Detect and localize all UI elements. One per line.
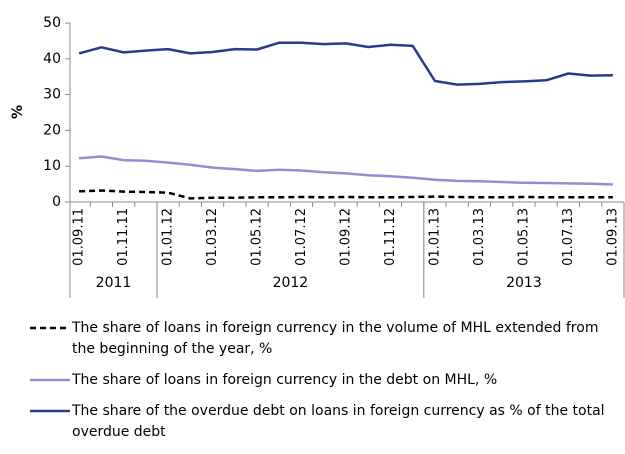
legend-item: The share of loans in foreign currency i… bbox=[28, 318, 623, 360]
legend-swatch bbox=[30, 409, 70, 413]
legend-item: The share of the overdue debt on loans i… bbox=[28, 401, 623, 443]
y-axis-label: % bbox=[10, 105, 26, 119]
x-tick-label: 01.07.12 bbox=[294, 208, 309, 266]
legend-label: The share of loans in foreign currency i… bbox=[72, 320, 599, 357]
chart: % 0 10 20 30 40 50 01.09.11 01.11.11 01.01.12 01.… bbox=[10, 15, 625, 298]
y-tick-label: 50 bbox=[43, 15, 61, 31]
year-label: 2011 bbox=[96, 275, 132, 291]
x-tick-label: 01.05.13 bbox=[516, 208, 531, 266]
x-tick-label: 01.11.11 bbox=[116, 208, 131, 266]
year-label: 2012 bbox=[273, 275, 309, 291]
x-tick-label: 01.11.12 bbox=[383, 208, 398, 266]
x-tick-label: 01.03.13 bbox=[472, 208, 487, 266]
legend-item: The share of loans in foreign currency i… bbox=[28, 370, 623, 391]
x-tick-label: 01.01.13 bbox=[427, 208, 442, 266]
x-tick-label: 01.05.12 bbox=[250, 208, 265, 266]
x-tick-label: 01.09.11 bbox=[72, 208, 87, 266]
series-line bbox=[78, 155, 613, 186]
y-tick-label: 40 bbox=[43, 51, 61, 67]
y-tick-label: 20 bbox=[43, 122, 61, 138]
x-tick-label: 01.01.12 bbox=[161, 208, 176, 266]
y-tick-label: 10 bbox=[43, 158, 61, 174]
series-line bbox=[79, 189, 613, 200]
legend: The share of loans in foreign currency i… bbox=[28, 318, 623, 453]
year-label: 2013 bbox=[506, 275, 542, 291]
y-tick-label: 30 bbox=[43, 87, 61, 103]
legend-swatch bbox=[30, 378, 70, 382]
x-tick-label: 01.03.12 bbox=[205, 208, 220, 266]
legend-label: The share of loans in foreign currency i… bbox=[72, 372, 498, 388]
x-tick-label: 01.07.13 bbox=[561, 208, 576, 266]
legend-label: The share of the overdue debt on loans i… bbox=[72, 403, 605, 440]
x-tick-label: 01.09.13 bbox=[605, 208, 620, 266]
legend-swatch bbox=[30, 326, 70, 330]
y-tick-label: 0 bbox=[52, 194, 61, 210]
x-tick-label: 01.09.12 bbox=[339, 208, 354, 266]
series-line bbox=[78, 41, 613, 86]
